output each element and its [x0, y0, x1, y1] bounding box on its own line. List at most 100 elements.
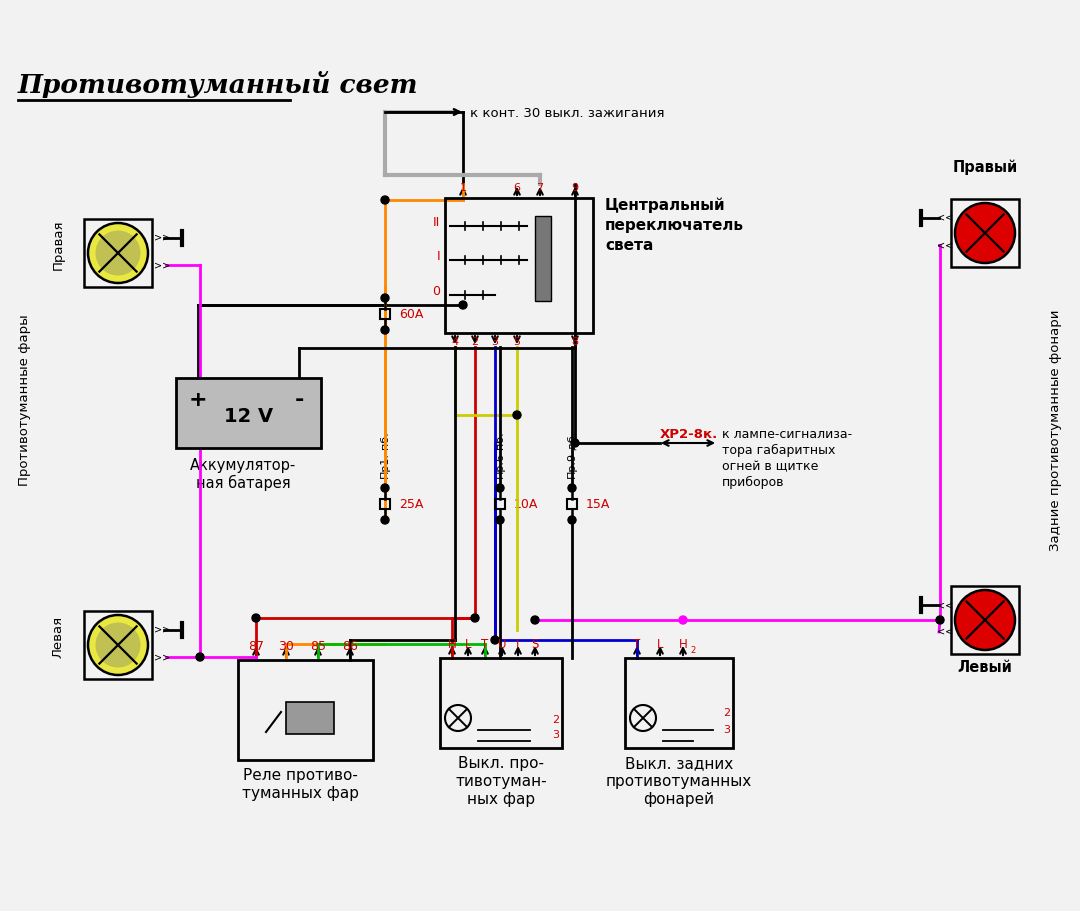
Text: <<: <<: [937, 627, 954, 637]
Text: +: +: [189, 390, 207, 410]
Text: -: -: [295, 390, 303, 410]
Text: 1: 1: [459, 183, 467, 193]
Text: Противотуманный свет: Противотуманный свет: [18, 71, 419, 98]
Text: света: света: [605, 238, 653, 253]
Bar: [176, 378, 321, 448]
Bar: [535, 216, 551, 301]
Text: 2: 2: [552, 715, 559, 725]
Text: Противотуманные фары: Противотуманные фары: [18, 314, 31, 486]
Bar: [951, 199, 1020, 267]
Text: 60A: 60A: [399, 308, 423, 321]
Bar: [238, 660, 373, 760]
Text: Центральный: Центральный: [605, 198, 726, 213]
Text: тора габаритных: тора габаритных: [723, 444, 835, 457]
Text: S: S: [531, 638, 539, 651]
Bar: [84, 219, 152, 287]
Circle shape: [195, 653, 204, 661]
Text: переключатель: переключатель: [605, 218, 744, 233]
Text: >>: >>: [154, 233, 171, 243]
Text: ных фар: ных фар: [467, 792, 535, 807]
Circle shape: [381, 484, 389, 492]
Circle shape: [955, 203, 1015, 263]
Text: U: U: [498, 638, 507, 651]
Text: к лампе-сигнализа-: к лампе-сигнализа-: [723, 428, 852, 441]
Circle shape: [381, 294, 389, 302]
Circle shape: [679, 616, 687, 624]
Circle shape: [496, 484, 504, 492]
Text: 25A: 25A: [399, 497, 423, 510]
Text: Задние противотуманные фонари: Задние противотуманные фонари: [1049, 309, 1062, 551]
Circle shape: [936, 616, 944, 624]
Text: ная батарея: ная батарея: [197, 475, 291, 491]
Circle shape: [513, 411, 521, 419]
Text: <<: <<: [937, 240, 954, 250]
Bar: [84, 611, 152, 679]
Text: Пр.9-дб.: Пр.9-дб.: [567, 430, 577, 478]
Text: 2: 2: [723, 708, 730, 718]
Circle shape: [95, 622, 140, 668]
Text: тивотуман-: тивотуман-: [455, 774, 546, 789]
Text: 0: 0: [432, 285, 440, 298]
Text: Выкл. про-: Выкл. про-: [458, 756, 544, 771]
Text: 15A: 15A: [586, 497, 610, 510]
Circle shape: [955, 590, 1015, 650]
Text: 9: 9: [571, 183, 579, 193]
Text: 12 V: 12 V: [224, 407, 273, 426]
Text: Выкл. задних: Выкл. задних: [625, 756, 733, 771]
Text: >>: >>: [154, 260, 171, 270]
Text: L: L: [464, 638, 471, 651]
Circle shape: [571, 439, 579, 447]
Bar: [286, 702, 334, 734]
Text: 3: 3: [491, 337, 499, 347]
Circle shape: [252, 614, 260, 622]
Text: I: I: [436, 250, 440, 263]
Text: 7: 7: [537, 183, 543, 193]
Bar: [951, 586, 1020, 654]
Text: H: H: [678, 638, 687, 651]
Text: 4: 4: [451, 337, 459, 347]
Text: II: II: [433, 216, 440, 229]
Text: Реле противо-: Реле противо-: [243, 768, 357, 783]
Circle shape: [381, 516, 389, 524]
Text: туманных фар: туманных фар: [242, 786, 359, 801]
Text: 10A: 10A: [514, 497, 538, 510]
Text: H: H: [447, 638, 457, 651]
Circle shape: [568, 516, 576, 524]
Circle shape: [381, 326, 389, 334]
Circle shape: [459, 301, 467, 309]
Text: >>: >>: [154, 652, 171, 662]
Circle shape: [87, 223, 148, 283]
Text: 8: 8: [571, 337, 579, 347]
Text: >>: >>: [154, 625, 171, 635]
Bar: [440, 658, 562, 748]
Text: 3: 3: [723, 725, 730, 735]
Text: 5: 5: [513, 337, 521, 347]
Text: противотуманных: противотуманных: [606, 774, 752, 789]
Text: Правая: Правая: [52, 220, 65, 271]
Circle shape: [496, 516, 504, 524]
Circle shape: [568, 484, 576, 492]
Text: <<: <<: [937, 600, 954, 610]
Text: фонарей: фонарей: [644, 792, 715, 807]
Circle shape: [95, 230, 140, 275]
Text: Левый: Левый: [958, 660, 1012, 675]
Text: огней в щитке: огней в щитке: [723, 460, 819, 473]
Bar: [445, 198, 593, 333]
Circle shape: [491, 636, 499, 644]
Bar: [495, 499, 505, 509]
Text: Левая: Левая: [52, 616, 65, 658]
Text: к конт. 30 выкл. зажигания: к конт. 30 выкл. зажигания: [470, 107, 664, 120]
Text: 86: 86: [342, 640, 357, 653]
Text: 2: 2: [472, 337, 478, 347]
Text: 3: 3: [552, 730, 559, 740]
Circle shape: [87, 615, 148, 675]
Text: L: L: [657, 638, 663, 651]
Text: приборов: приборов: [723, 476, 784, 489]
Text: I: I: [516, 638, 519, 651]
Text: <<: <<: [937, 213, 954, 223]
Text: 85: 85: [310, 640, 326, 653]
Text: T: T: [482, 638, 488, 651]
Text: 30: 30: [278, 640, 294, 653]
Text: Пр.6-пб.: Пр.6-пб.: [495, 430, 505, 478]
Circle shape: [471, 614, 480, 622]
